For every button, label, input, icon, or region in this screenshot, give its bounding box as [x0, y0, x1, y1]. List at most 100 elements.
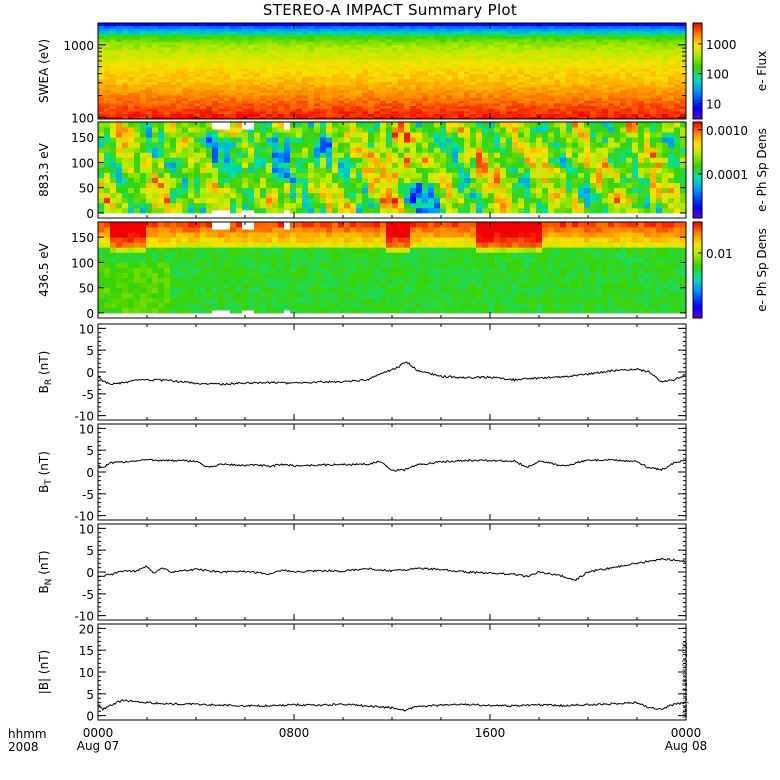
spectrogram-cell: [644, 95, 651, 99]
spectrogram-cell: [608, 68, 615, 72]
spectrogram-cell: [236, 152, 243, 158]
spectrogram-cell: [662, 33, 669, 37]
spectrogram-cell: [584, 97, 591, 101]
spectrogram-cell: [152, 152, 159, 158]
spectrogram-cell: [236, 55, 243, 59]
spectrogram-cell: [674, 28, 681, 32]
spectrogram-cell: [506, 147, 513, 153]
spectrogram-cell: [296, 28, 303, 32]
spectrogram-cell: [578, 71, 585, 75]
spectrogram-cell: [188, 25, 195, 29]
spectrogram-cell: [566, 111, 573, 115]
spectrogram-cell: [638, 68, 645, 72]
spectrogram-cell: [122, 103, 129, 107]
spectrogram-cell: [386, 57, 393, 61]
spectrogram-cell: [602, 113, 609, 117]
spectrogram-cell: [122, 31, 129, 35]
spectrogram-cell: [170, 84, 177, 88]
spectrogram-cell: [188, 41, 195, 45]
spectrogram-cell: [194, 197, 201, 204]
spectrogram-cell: [464, 122, 471, 128]
spectrogram-cell: [470, 113, 477, 117]
spectrogram-cell: [560, 95, 567, 99]
spectrogram-cell: [548, 60, 555, 64]
spectrogram-cell: [494, 65, 501, 69]
spectrogram-cell: [590, 81, 597, 85]
spectrogram-cell: [674, 108, 681, 112]
spectrogram-cell: [620, 95, 627, 99]
spectrogram-cell: [116, 113, 123, 117]
spectrogram-cell: [632, 44, 639, 48]
spectrogram-cell: [248, 65, 255, 69]
spectrogram-cell: [176, 197, 183, 204]
spectrogram-cell: [350, 116, 357, 120]
spectrogram-cell: [350, 137, 357, 143]
spectrogram-cell: [416, 60, 423, 64]
spectrogram-cell: [104, 52, 111, 56]
spectrogram-cell: [134, 65, 141, 69]
spectrogram-cell: [596, 63, 603, 67]
spectrogram-cell: [518, 202, 525, 209]
spectrogram-cell: [362, 108, 369, 112]
spectrogram-cell: [548, 182, 555, 189]
spectrogram-cell: [650, 41, 657, 45]
spectrogram-cell: [128, 111, 135, 115]
spectrogram-cell: [446, 182, 453, 189]
spectrogram-cell: [590, 76, 597, 80]
spectrogram-cell: [560, 36, 567, 40]
spectrogram-cell: [314, 182, 321, 189]
spectrogram-cell: [296, 73, 303, 77]
spectrogram-cell: [110, 111, 117, 115]
spectrogram-cell: [308, 111, 315, 115]
spectrogram-cell: [272, 47, 279, 51]
spectrogram-cell: [404, 182, 411, 189]
spectrogram-cell: [542, 182, 549, 189]
spectrogram-cell: [620, 81, 627, 85]
spectrogram-cell: [644, 116, 651, 120]
spectrogram-cell: [128, 182, 135, 189]
spectrogram-cell: [566, 47, 573, 51]
spectrogram-cell: [206, 57, 213, 61]
spectrogram-cell: [164, 79, 171, 83]
spectrogram-cell: [596, 52, 603, 56]
spectrogram-cell: [182, 23, 189, 27]
spectrogram-cell: [188, 71, 195, 75]
spectrogram-cell: [584, 79, 591, 83]
spectrogram-cell: [320, 207, 327, 214]
spectrogram-cell: [578, 47, 585, 51]
spectrogram-cell: [392, 167, 399, 173]
spectrogram-cell: [476, 152, 483, 158]
spectrogram-cell: [452, 23, 459, 27]
spectrogram-cell: [530, 41, 537, 45]
spectrogram-cell: [254, 23, 261, 27]
spectrogram-cell: [140, 202, 147, 209]
spectrogram-cell: [164, 202, 171, 209]
spectrogram-cell: [668, 41, 675, 45]
spectrogram-cell: [398, 192, 405, 199]
spectrogram-cell: [458, 44, 465, 48]
spectrogram-cell: [368, 63, 375, 67]
spectrogram-cell: [230, 127, 237, 133]
spectrogram-cell: [212, 113, 219, 117]
spectrogram-cell: [356, 63, 363, 67]
spectrogram-cell: [158, 55, 165, 59]
spectrogram-cell: [506, 187, 513, 194]
spectrogram-cell: [356, 23, 363, 27]
spectrogram-cell: [326, 137, 333, 143]
spectrogram-cell: [248, 113, 255, 117]
spectrogram-cell: [410, 23, 417, 27]
spectrogram-cell: [152, 41, 159, 45]
spectrogram-cell: [266, 31, 273, 35]
spectrogram-cell: [392, 76, 399, 80]
spectrogram-cell: [242, 105, 249, 109]
spectrogram-cell: [416, 47, 423, 51]
spectrogram-cell: [374, 162, 381, 168]
spectrogram-cell: [680, 31, 687, 35]
spectrogram-cell: [452, 63, 459, 67]
spectrogram-cell: [236, 57, 243, 61]
spectrogram-cell: [434, 182, 441, 189]
spectrogram-cell: [170, 147, 177, 153]
spectrogram-cell: [422, 172, 429, 178]
spectrogram-cell: [374, 100, 381, 104]
spectrogram-cell: [200, 187, 207, 194]
